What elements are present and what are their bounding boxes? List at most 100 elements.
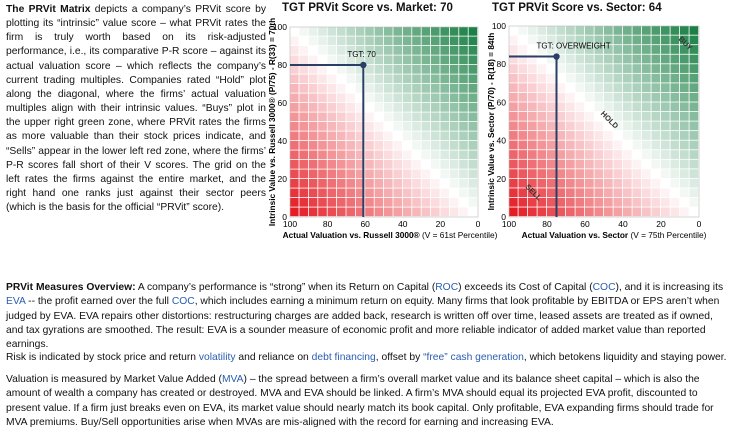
heatmap-cell	[459, 122, 468, 131]
heatmap-cell	[402, 36, 412, 46]
heatmap-cell	[459, 93, 468, 103]
heatmap-cell	[661, 131, 670, 140]
heatmap-cell	[318, 93, 327, 103]
overview-text-5: , which includes earning a minimum retur…	[6, 296, 720, 351]
heatmap-cell	[346, 160, 355, 169]
heatmap-cell	[670, 178, 680, 188]
heatmap-cell	[431, 65, 440, 74]
heatmap-cell	[528, 92, 537, 102]
heatmap-cell	[384, 179, 393, 188]
heatmap-cell	[290, 55, 299, 65]
heatmap-cell	[308, 36, 318, 46]
heatmap-cell	[566, 188, 575, 198]
heatmap-cell	[604, 188, 613, 198]
y-axis-label: Intrinsic Value vs. Russell 3000® (P/75)…	[267, 18, 277, 226]
heatmap-cell	[509, 26, 518, 35]
valuation-text: Valuation is measured by Market Value Ad…	[6, 373, 728, 430]
heatmap-cell	[547, 150, 556, 159]
heatmap-cell	[594, 35, 604, 45]
overview-text-3: ), and it is increasing its	[615, 282, 724, 293]
heatmap-cell	[518, 159, 528, 169]
heatmap-cell	[374, 122, 384, 131]
heatmap-cell	[412, 27, 421, 36]
heatmap-cell	[327, 207, 337, 217]
eva-link[interactable]: EVA	[6, 296, 26, 308]
heatmap-cell	[509, 178, 518, 188]
heatmap-cell	[449, 84, 459, 93]
heatmap-cell	[337, 131, 346, 141]
heatmap-cell	[402, 103, 412, 112]
risk-text-1: Risk is indicated by stock price and ret…	[6, 352, 199, 363]
heatmap-cell	[327, 74, 337, 84]
heatmap-cell	[290, 112, 299, 122]
heatmap-cell	[632, 92, 642, 102]
heatmap-cell	[623, 197, 632, 207]
heatmap-cell	[355, 131, 365, 141]
heatmap-cell	[468, 207, 478, 217]
heatmap-cell	[421, 131, 431, 141]
heatmap-cell	[374, 112, 384, 122]
heatmap-cell	[355, 55, 365, 65]
coc-link[interactable]: COC	[592, 282, 616, 293]
heatmap-cell	[623, 188, 632, 198]
heatmap-cell	[661, 92, 670, 102]
heatmap-cell	[459, 84, 468, 93]
y-tick-label: 20	[278, 174, 288, 184]
heatmap-cell	[613, 111, 623, 121]
heatmap-cell	[459, 160, 468, 169]
heatmap-cell	[449, 27, 459, 36]
y-tick-label: 0	[501, 212, 506, 222]
heatmap-cell	[337, 160, 346, 169]
heatmap-cell	[604, 83, 613, 93]
heatmap-cell	[299, 150, 308, 160]
heatmap-cell	[290, 169, 299, 179]
volatility-link[interactable]: volatility	[198, 352, 236, 363]
heatmap-cell	[440, 169, 449, 179]
heatmap-cell	[509, 188, 518, 198]
heatmap-cell	[393, 131, 402, 141]
heatmap-cell	[327, 27, 337, 36]
mva-link[interactable]: MVA	[221, 374, 244, 385]
free-cash-link[interactable]: “free” cash generation	[423, 352, 524, 363]
heatmap-cell	[290, 93, 299, 103]
heatmap-cell	[393, 141, 402, 150]
heatmap-cell	[412, 141, 421, 150]
heatmap-cell	[412, 150, 421, 160]
heatmap-cell	[449, 141, 459, 150]
heatmap-cell	[393, 207, 402, 217]
heatmap-cell	[290, 36, 299, 46]
heatmap-cell	[308, 46, 318, 55]
heatmap-cell	[642, 131, 651, 140]
heatmap-cell	[528, 83, 537, 93]
heatmap-cell	[346, 36, 355, 46]
heatmap-cell	[412, 131, 421, 141]
heatmap-cell	[374, 150, 384, 160]
heatmap-cell	[556, 111, 566, 121]
heatmap-cell	[556, 92, 566, 102]
heatmap-cell	[374, 207, 384, 217]
debt-financing-link[interactable]: debt financing	[311, 352, 376, 363]
heatmap-cell	[642, 54, 651, 64]
heatmap-cell	[613, 64, 623, 73]
heatmap-cell	[670, 169, 680, 178]
heatmap-cell	[402, 131, 412, 141]
target-point-label: TGT: OVERWEIGHT	[537, 42, 611, 51]
heatmap-cell	[613, 26, 623, 35]
heatmap-cell	[566, 35, 575, 45]
heatmap-cell	[661, 169, 670, 178]
heatmap-cell	[680, 178, 689, 188]
heatmap-cell	[537, 102, 547, 112]
heatmap-cell	[632, 131, 642, 140]
heatmap-cell	[680, 150, 689, 159]
heatmap-cell	[327, 188, 337, 198]
heatmap-cell	[449, 74, 459, 84]
roc-link[interactable]: ROC	[435, 282, 459, 293]
heatmap-cell	[308, 207, 318, 217]
heatmap-cell	[642, 64, 651, 73]
heatmap-cell	[537, 140, 547, 150]
heatmap-cell	[327, 198, 337, 207]
heatmap-cell	[431, 36, 440, 46]
heatmap-cell	[585, 111, 594, 121]
x-tick-label: 0	[697, 219, 702, 229]
coc-link-2[interactable]: COC	[171, 296, 195, 308]
